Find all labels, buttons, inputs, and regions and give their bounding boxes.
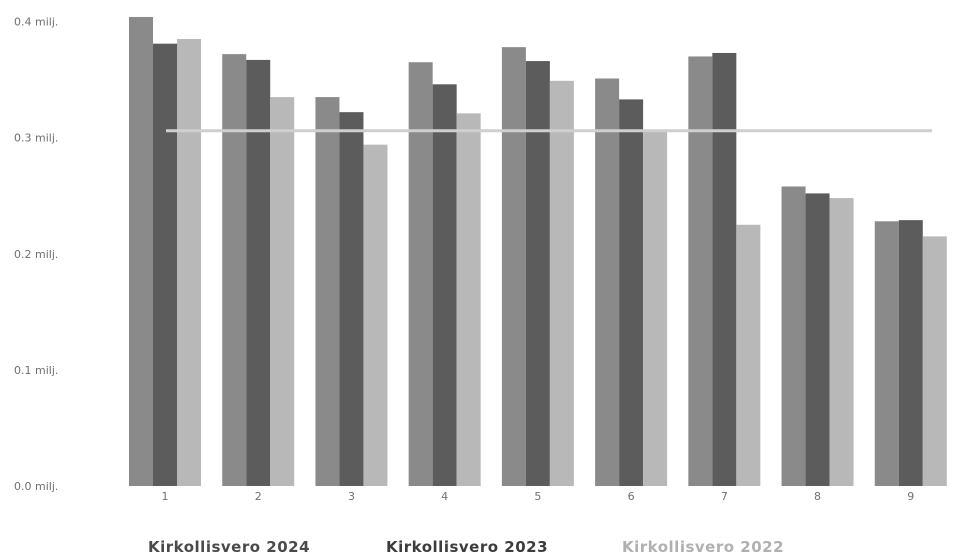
bar-2023-cat-7[interactable] [712,52,737,487]
legend-item-2022[interactable]: Kirkollisvero 2022 [622,538,785,556]
bar-2022-cat-9[interactable] [922,236,947,486]
y-tick-label: 0.2 milj. [14,248,58,261]
bar-2024-cat-4[interactable] [408,62,433,487]
y-tick-label: 0.4 milj. [14,16,58,29]
x-tick-label: 7 [721,490,728,503]
chart-legend: Kirkollisvero 2024 Kirkollisvero 2023 Ki… [0,532,957,560]
bar-2024-cat-8[interactable] [781,186,806,486]
bar-2024-cat-9[interactable] [874,221,899,487]
bar-2024-cat-2[interactable] [222,54,247,487]
bar-2024-cat-3[interactable] [315,97,340,486]
bar-2022-cat-5[interactable] [549,80,574,486]
x-tick-label: 8 [814,490,821,503]
bar-2024-cat-7[interactable] [688,56,713,486]
bar-2024-cat-5[interactable] [501,47,526,487]
bar-2023-cat-2[interactable] [246,59,271,487]
bar-2022-cat-1[interactable] [177,39,201,487]
x-tick-label: 6 [628,490,635,503]
y-tick-label: 0.3 milj. [14,132,58,145]
bar-2023-cat-8[interactable] [805,193,830,486]
legend-item-2023[interactable]: Kirkollisvero 2023 [386,538,549,556]
bar-2022-cat-4[interactable] [456,113,481,486]
bar-2022-cat-7[interactable] [736,224,761,486]
bar-2023-cat-9[interactable] [898,220,923,486]
legend-item-2024[interactable]: Kirkollisvero 2024 [148,538,311,556]
bar-2022-cat-8[interactable] [829,198,854,486]
bar-2023-cat-1[interactable] [153,43,177,486]
y-tick-label: 0.1 milj. [14,364,58,377]
bar-chart: 0.0 milj. 0.1 milj. 0.2 milj. 0.3 milj. 0.4 … [14,16,947,503]
bar-2023-cat-4[interactable] [432,84,457,487]
bar-2023-cat-5[interactable] [525,61,550,487]
x-tick-label: 2 [255,490,262,503]
bar-2022-cat-3[interactable] [363,144,388,487]
bar-2024-cat-1[interactable] [129,16,153,487]
bar-2024-cat-6[interactable] [595,78,620,486]
bar-2023-cat-3[interactable] [339,112,364,486]
bar-2022-cat-2[interactable] [270,97,295,486]
x-tick-label: 4 [441,490,448,503]
bar-2022-cat-6[interactable] [643,130,668,487]
bar-2023-cat-6[interactable] [619,99,644,487]
x-tick-label: 5 [534,490,541,503]
y-tick-label: 0.0 milj. [14,480,58,493]
x-tick-label: 1 [162,490,169,503]
x-tick-label: 9 [907,490,914,503]
x-tick-label: 3 [348,490,355,503]
